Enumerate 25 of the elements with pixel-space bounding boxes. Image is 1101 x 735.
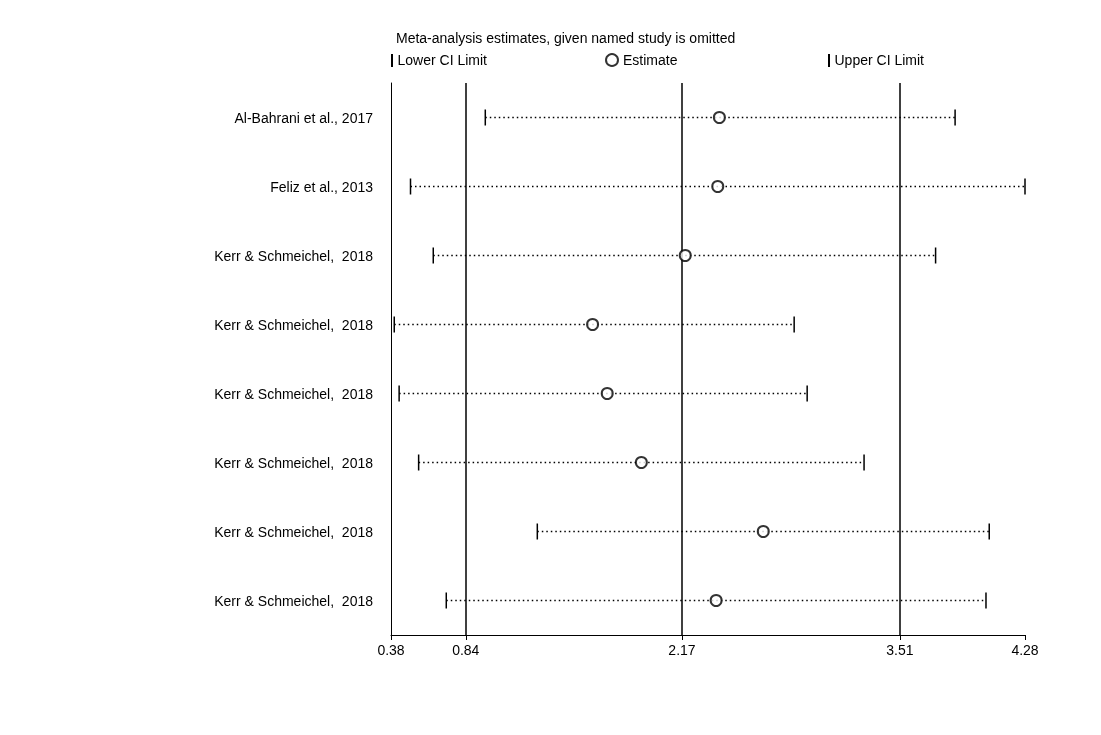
y-tick-label: Kerr & Schmeichel, 2018 <box>214 592 374 609</box>
y-tick-label: Kerr & Schmeichel, 2018 <box>214 385 374 402</box>
y-tick-label: Feliz et al., 2013 <box>270 178 374 195</box>
point <box>586 318 600 331</box>
y-tick-label: Kerr & Schmeichel, 2018 <box>214 316 374 333</box>
point <box>600 387 614 400</box>
text: Upper CI Limit <box>834 52 924 68</box>
point <box>756 525 770 538</box>
x-tick-label: 4.28 <box>1011 642 1039 658</box>
text: Lower CI Limit <box>397 52 487 68</box>
point <box>634 456 648 469</box>
point <box>709 594 723 607</box>
point <box>712 111 726 124</box>
x-tick-label: 0.84 <box>452 642 480 658</box>
chart-title: Meta-analysis estimates, given named study is omitted <box>396 30 736 46</box>
x-tick-label: 2.17 <box>668 642 696 658</box>
legend-label: Estimate <box>623 52 678 68</box>
y-tick-label: Al-Bahrani et al., 2017 <box>234 109 374 126</box>
point <box>711 180 725 193</box>
y-tick-label: Kerr & Schmeichel, 2018 <box>214 454 374 471</box>
point <box>678 249 692 262</box>
y-tick-label: Kerr & Schmeichel, 2018 <box>214 247 374 264</box>
x-tick-label: 0.38 <box>377 642 405 658</box>
x-tick-label: 3.51 <box>886 642 914 658</box>
y-tick-label: Kerr & Schmeichel, 2018 <box>214 523 374 540</box>
